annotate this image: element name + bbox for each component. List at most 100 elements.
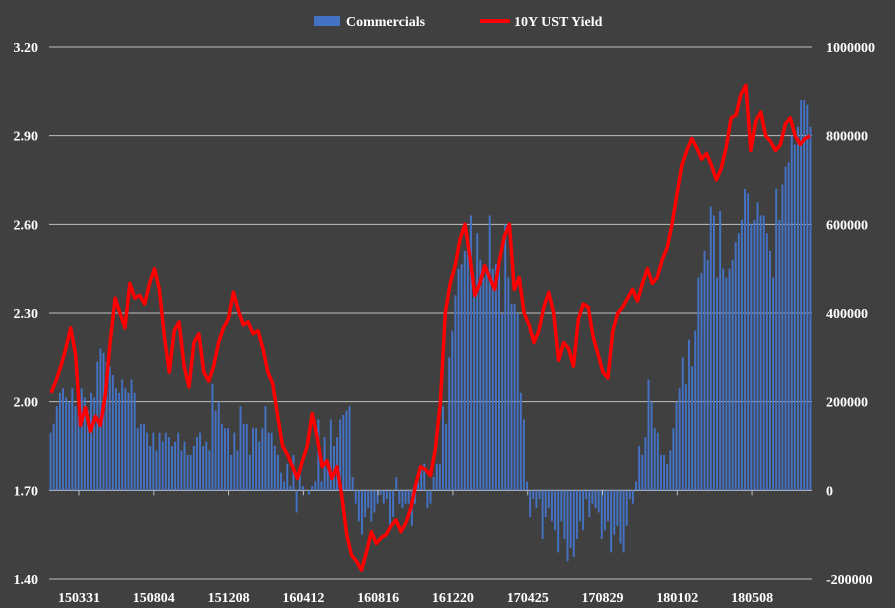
commercials-bar xyxy=(385,490,388,500)
commercials-bar xyxy=(778,219,781,491)
commercials-bar xyxy=(784,166,787,491)
commercials-bar xyxy=(68,401,71,491)
commercials-bar xyxy=(86,410,89,491)
commercials-bar xyxy=(314,481,317,491)
commercials-bar xyxy=(678,388,681,491)
commercials-bar xyxy=(638,446,641,491)
commercials-bar xyxy=(136,428,139,491)
commercials-bar xyxy=(336,437,339,491)
commercials-bar xyxy=(155,450,158,491)
commercials-bar xyxy=(270,432,273,491)
left-tick-label: 1.70 xyxy=(14,484,39,499)
commercials-bar xyxy=(298,468,301,491)
left-tick-label: 3.20 xyxy=(14,41,39,56)
commercials-bar xyxy=(644,437,647,491)
commercials-bar xyxy=(522,419,525,491)
commercials-bar xyxy=(510,304,513,491)
commercials-bar xyxy=(697,277,700,491)
commercials-bar xyxy=(541,490,544,540)
x-tick-label: 170829 xyxy=(582,591,624,606)
commercials-bar xyxy=(342,414,345,491)
commercials-bar xyxy=(114,388,117,491)
commercials-bar xyxy=(768,250,771,491)
left-tick-label: 1.40 xyxy=(14,573,39,588)
commercials-bar xyxy=(529,490,532,517)
commercials-bar xyxy=(130,379,133,491)
commercials-bar xyxy=(488,215,491,491)
commercials-bar xyxy=(560,490,563,522)
commercials-bar xyxy=(563,490,566,540)
commercials-bar xyxy=(192,446,195,491)
right-tick-label: 800000 xyxy=(826,130,868,145)
commercials-bar xyxy=(223,428,226,491)
commercials-bar xyxy=(454,295,457,491)
commercials-bar xyxy=(806,104,809,491)
commercials-bar xyxy=(448,357,451,491)
commercials-bar xyxy=(186,454,189,491)
commercials-bar xyxy=(121,379,124,491)
commercials-bar xyxy=(610,490,613,553)
commercials-bar xyxy=(591,490,594,504)
legend: Commercials 10Y UST Yield xyxy=(314,15,603,30)
commercials-bar xyxy=(83,397,86,491)
commercials-bar xyxy=(220,423,223,491)
commercials-bar xyxy=(58,392,61,491)
commercials-bar xyxy=(622,490,625,553)
commercials-bar xyxy=(124,388,127,491)
yield-line-group xyxy=(49,83,811,572)
commercials-bar xyxy=(659,454,662,491)
commercials-bar xyxy=(482,277,485,491)
commercials-bar xyxy=(538,490,541,500)
commercials-bar xyxy=(127,392,130,491)
commercials-bar xyxy=(158,432,161,491)
commercials-bar xyxy=(171,446,173,491)
legend-commercials-label: Commercials xyxy=(346,15,426,30)
commercials-bar xyxy=(108,366,111,491)
commercials-bar xyxy=(96,361,99,491)
commercials-bar xyxy=(526,481,529,491)
commercials-bar xyxy=(441,406,444,491)
commercials-bar xyxy=(491,268,494,491)
commercials-bar xyxy=(516,313,519,491)
commercials-bar xyxy=(326,463,329,491)
commercials-bar xyxy=(647,379,650,491)
commercials-bar xyxy=(351,477,354,491)
commercials-bar xyxy=(118,392,121,491)
commercials-bar xyxy=(532,490,535,500)
commercials-bar xyxy=(663,454,666,491)
commercials-bar xyxy=(392,490,395,517)
commercials-bar xyxy=(370,490,373,522)
commercials-bar xyxy=(582,490,585,531)
commercials-bar xyxy=(382,490,385,504)
commercials-bar xyxy=(55,406,58,491)
right-tick-label: 1000000 xyxy=(826,41,875,56)
commercials-bar xyxy=(429,490,432,504)
commercials-bar xyxy=(681,357,684,491)
right-tick-label: 400000 xyxy=(826,307,868,322)
commercials-bar xyxy=(585,490,588,500)
commercials-bar xyxy=(164,432,167,491)
commercials-bar xyxy=(236,450,239,491)
commercials-bar xyxy=(588,490,591,517)
x-tick-label: 151208 xyxy=(208,591,250,606)
commercials-bar xyxy=(239,406,242,491)
x-tick-label: 180102 xyxy=(656,591,698,606)
commercials-bar xyxy=(308,490,311,495)
commercials-bar xyxy=(501,313,504,491)
commercials-bar xyxy=(756,202,759,491)
commercials-bar xyxy=(544,490,547,517)
x-tick-label: 150331 xyxy=(58,591,100,606)
commercials-bar xyxy=(494,264,497,491)
commercials-bar xyxy=(211,383,214,491)
left-tick-label: 2.30 xyxy=(14,307,39,322)
commercials-bar xyxy=(616,490,619,526)
commercials-bar xyxy=(373,490,376,513)
commercials-bar xyxy=(619,490,622,544)
commercials-bar xyxy=(295,490,298,513)
commercials-bar xyxy=(473,286,476,491)
commercials-bar xyxy=(180,450,183,491)
commercials-bar xyxy=(445,423,448,491)
commercials-bar xyxy=(613,490,616,535)
commercials-bar xyxy=(367,490,370,509)
